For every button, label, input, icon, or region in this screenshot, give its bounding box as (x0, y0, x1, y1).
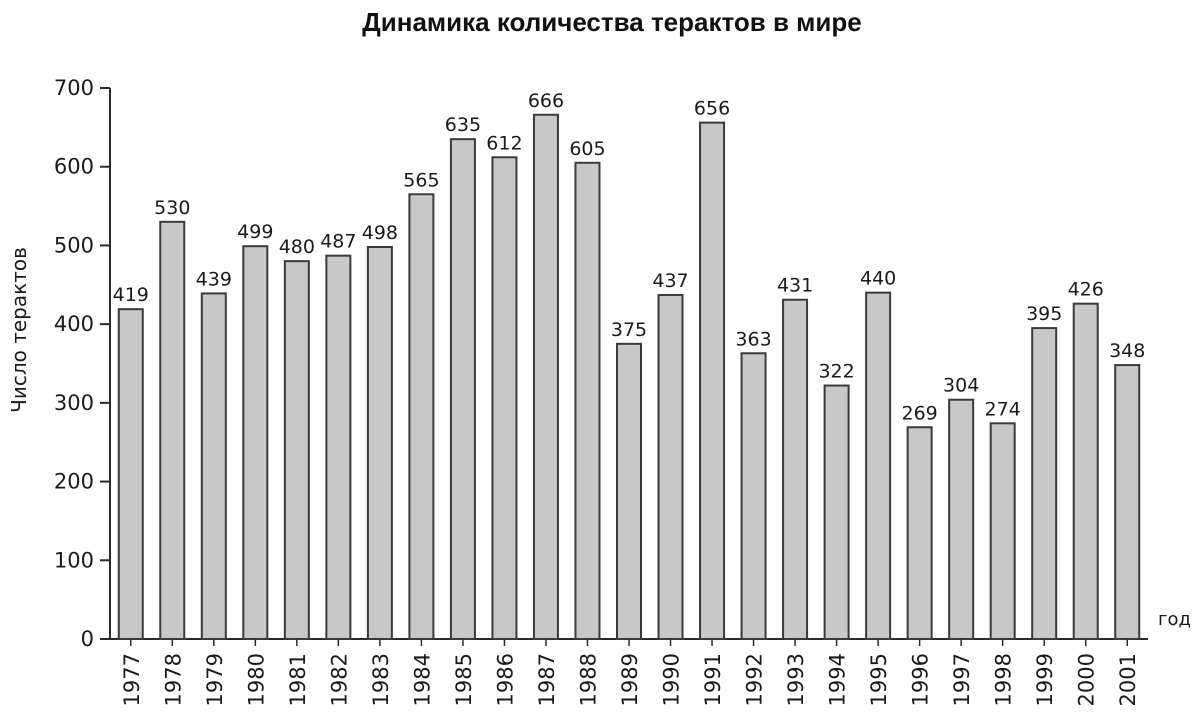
x-tick-label: 1988 (576, 653, 600, 706)
bar-1990 (657, 294, 684, 640)
x-tick-label: 1980 (244, 653, 268, 706)
bar-1991 (699, 121, 726, 641)
bar-value-label: 304 (943, 375, 979, 397)
y-axis-label: Число терактов (7, 247, 31, 413)
bar-value-label: 666 (528, 90, 564, 112)
x-axis-label: год (1158, 609, 1191, 630)
bar-1998 (989, 422, 1016, 640)
bar-1987 (532, 113, 559, 640)
bar-value-label: 375 (611, 319, 647, 341)
x-tick-label: 1994 (826, 653, 850, 706)
bar-1983 (366, 246, 393, 640)
bar-1978 (159, 220, 186, 640)
chart-title: Динамика количества терактов в мире (362, 7, 862, 37)
x-tick-label: 1993 (784, 653, 808, 706)
x-tick-label: 1992 (743, 653, 767, 706)
bar-value-label: 437 (652, 270, 688, 292)
x-axis-ticks: 1977 1978 1979 1980 1981 1982 1983 1984 1985 1986… (120, 639, 1140, 706)
bar-value-label: 635 (445, 114, 481, 136)
x-tick-label: 1982 (327, 653, 351, 706)
x-tick-label: 2001 (1116, 653, 1140, 706)
bar-1989 (616, 342, 642, 640)
y-tick-label: 700 (54, 76, 94, 100)
bar-value-label: 498 (362, 222, 398, 244)
bar-1988 (574, 161, 601, 640)
bars-group (117, 113, 1141, 641)
bar-1985 (449, 138, 476, 641)
bar-value-label: 487 (320, 231, 356, 253)
bar-value-label: 395 (1026, 303, 1062, 325)
x-tick-label: 1996 (909, 653, 933, 706)
y-axis: 0 100 200 300 400 500 600 700 (54, 76, 1148, 651)
y-tick-label: 500 (54, 233, 94, 257)
bar-value-label: 419 (113, 284, 149, 306)
bar-1995 (865, 291, 892, 640)
x-tick-label: 1987 (535, 653, 559, 706)
x-tick-label: 2000 (1075, 653, 1099, 706)
bar-2000 (1072, 302, 1099, 640)
x-tick-label: 1995 (867, 653, 891, 706)
bar-2001 (1114, 364, 1141, 640)
bar-value-label: 348 (1109, 340, 1145, 362)
bar-1980 (242, 245, 269, 640)
bar-1984 (408, 193, 435, 640)
bar-1981 (283, 260, 310, 640)
bar-1977 (117, 308, 144, 640)
x-tick-label: 1985 (452, 653, 476, 706)
bar-value-label: 612 (486, 132, 522, 154)
bar-value-label: 426 (1068, 279, 1104, 301)
x-tick-label: 1977 (120, 653, 144, 706)
bar-value-label: 274 (985, 398, 1021, 420)
x-tick-label: 1984 (410, 653, 434, 706)
bar-value-label: 269 (902, 402, 938, 424)
bar-value-label: 440 (860, 268, 896, 290)
x-tick-label: 1991 (701, 653, 725, 706)
bar-value-label: 480 (279, 236, 315, 258)
bar-value-label: 565 (403, 169, 439, 191)
y-tick-label: 400 (54, 312, 94, 336)
bar-1979 (200, 292, 227, 640)
bar-1997 (948, 398, 975, 640)
bar-1994 (823, 384, 850, 641)
bar-value-label: 605 (569, 138, 605, 160)
x-tick-label: 1998 (992, 653, 1016, 706)
x-tick-label: 1978 (161, 653, 185, 706)
y-tick-label: 100 (54, 548, 94, 572)
x-tick-label: 1989 (618, 653, 642, 706)
bar-value-label: 656 (694, 98, 730, 120)
y-tick-label: 200 (54, 470, 94, 494)
bar-1982 (325, 254, 352, 640)
y-tick-label: 300 (54, 391, 94, 415)
x-tick-label: 1997 (950, 653, 974, 706)
bar-value-label: 439 (196, 268, 232, 290)
bar-value-label: 530 (154, 197, 190, 219)
bar-value-label: 499 (237, 221, 273, 243)
bar-value-label: 363 (735, 328, 771, 350)
x-tick-label: 1983 (369, 653, 393, 706)
y-tick-label: 0 (81, 627, 94, 651)
bar-1992 (740, 352, 767, 640)
bar-1996 (906, 426, 933, 640)
x-tick-label: 1999 (1033, 653, 1057, 706)
bar-1999 (1031, 327, 1058, 640)
x-tick-label: 1990 (660, 653, 684, 706)
bar-value-label: 322 (818, 361, 854, 383)
bar-1986 (491, 156, 518, 640)
x-tick-label: 1986 (493, 653, 517, 706)
x-tick-label: 1981 (286, 653, 310, 706)
x-tick-label: 1979 (203, 653, 227, 706)
bar-value-label: 431 (777, 275, 813, 297)
y-tick-label: 600 (54, 155, 94, 179)
bar-1993 (782, 298, 809, 640)
